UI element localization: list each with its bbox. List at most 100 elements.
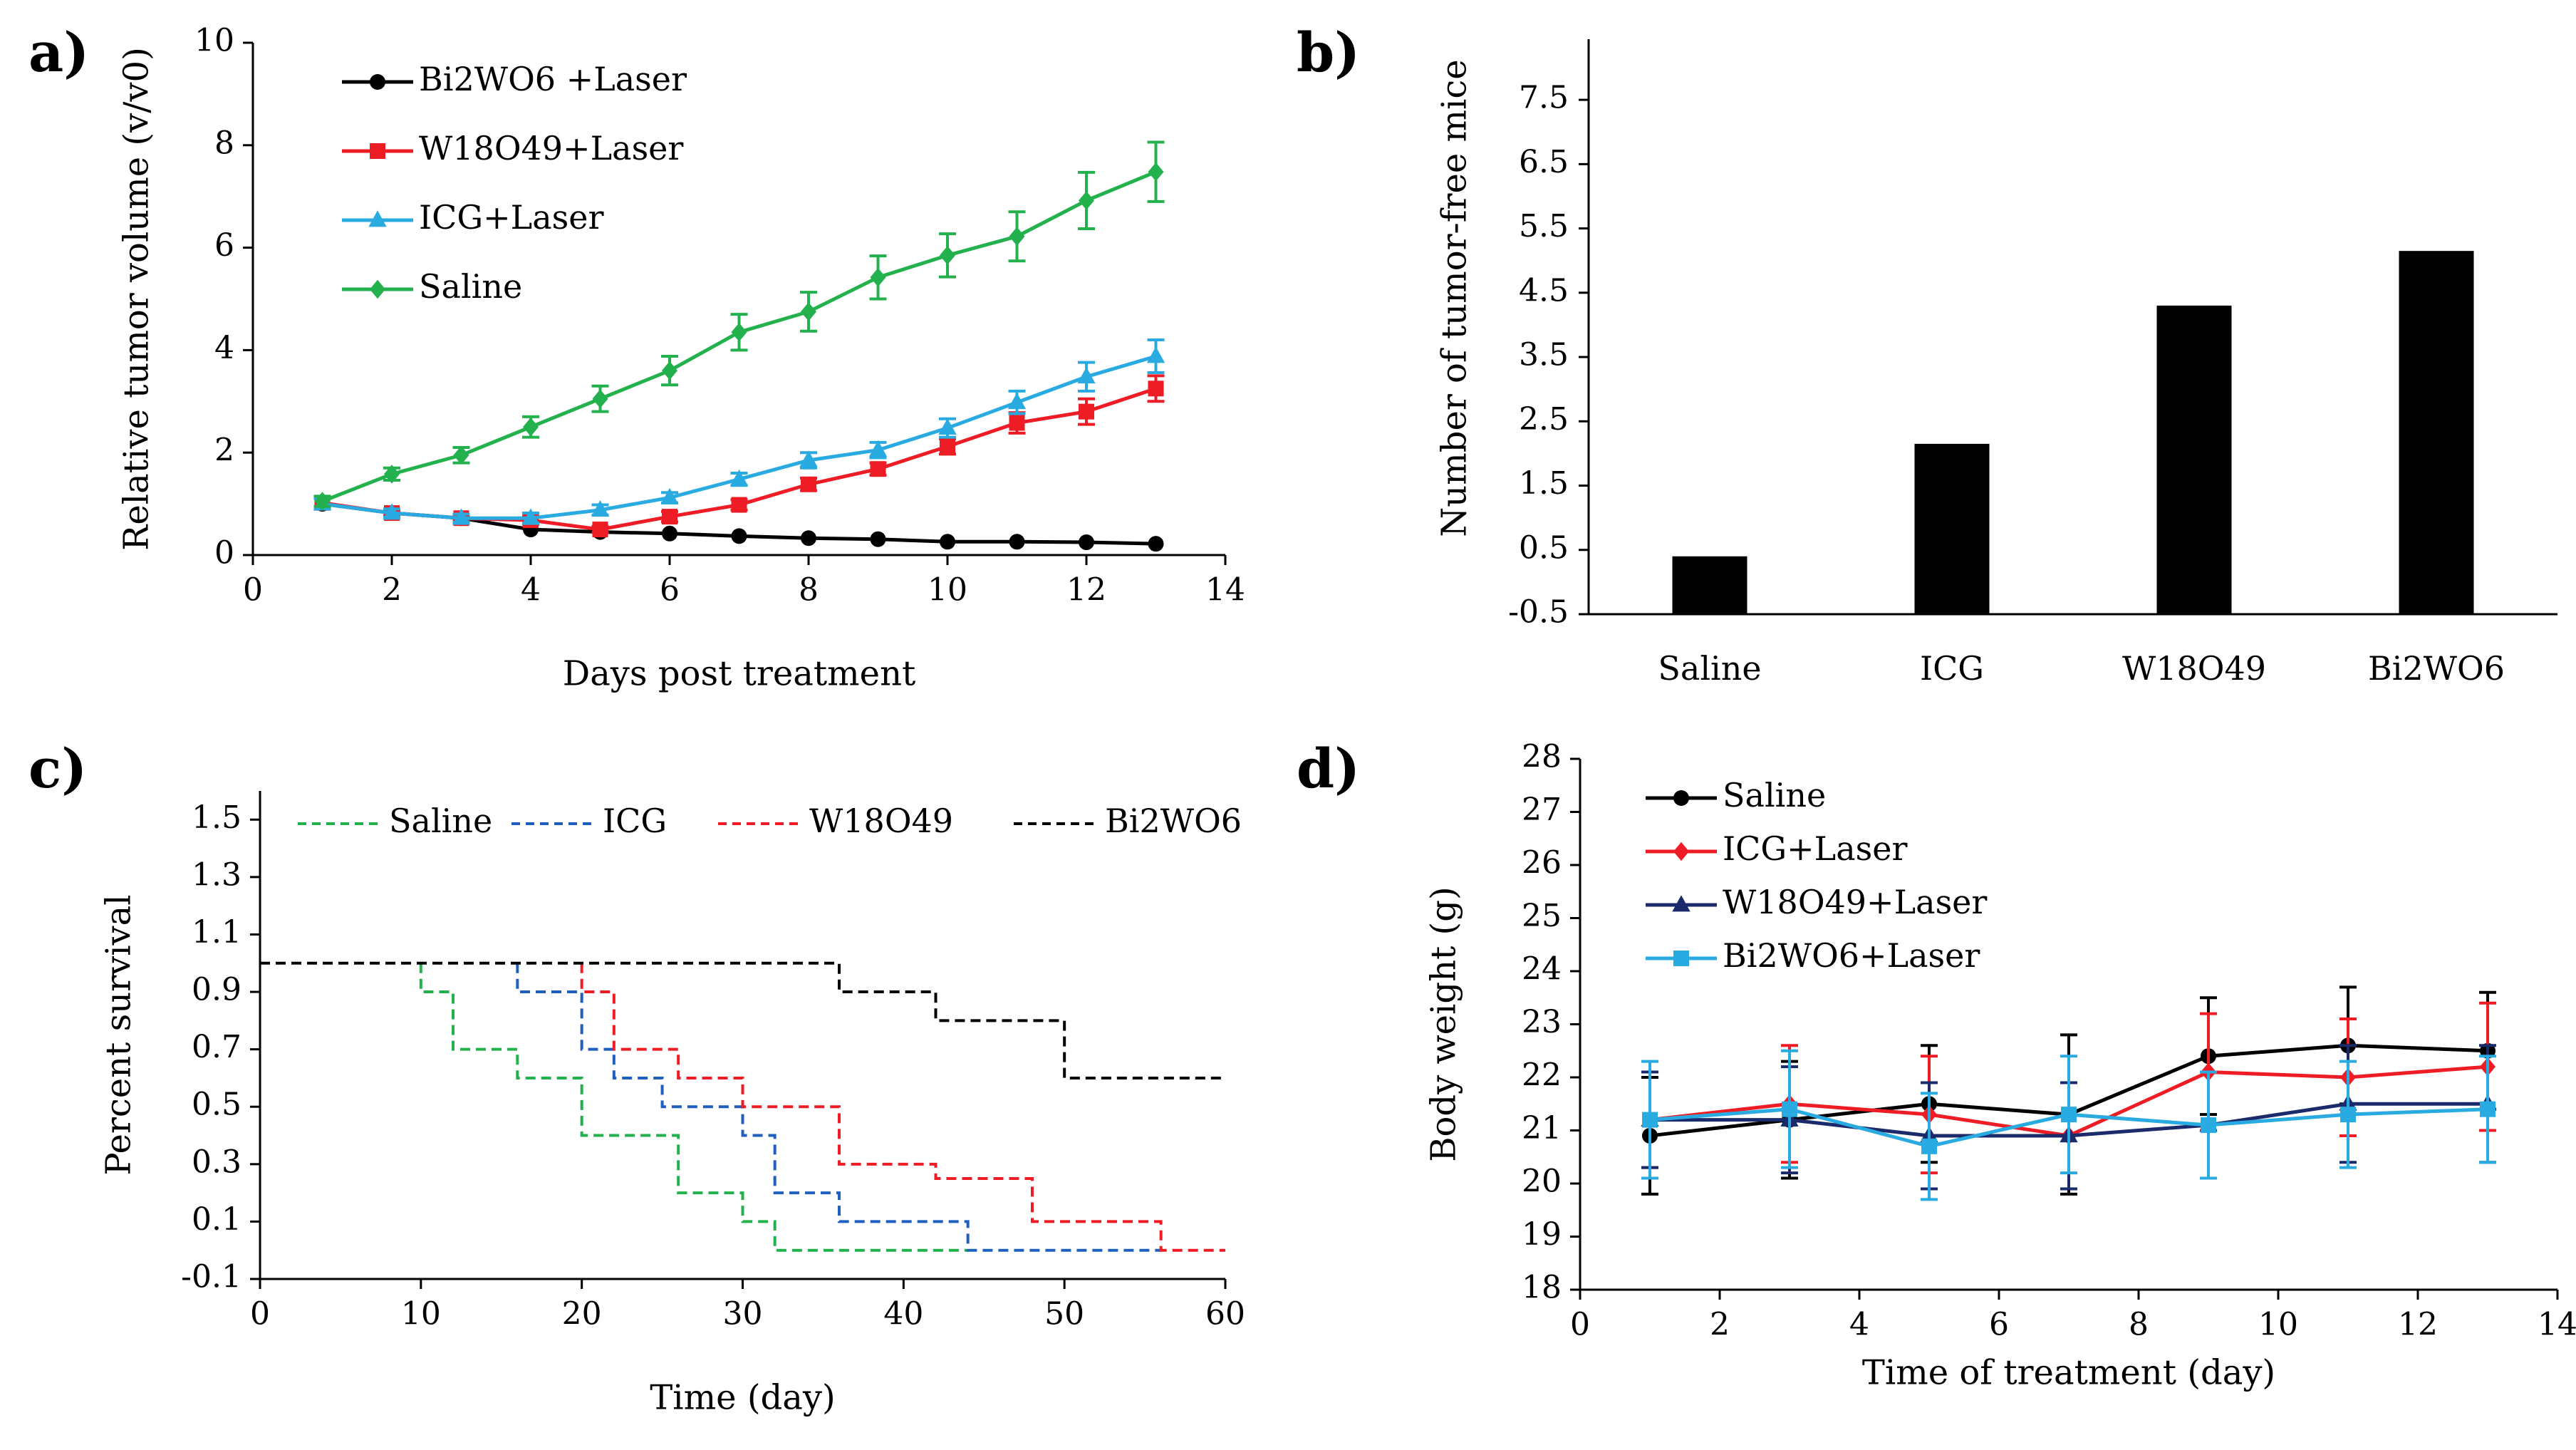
data-point-3-10	[1009, 227, 1025, 246]
y-tick-label: 0.9	[192, 972, 242, 1008]
data-point-2-11	[1077, 367, 1096, 384]
data-point-3-7	[801, 302, 816, 321]
data-point-3-5	[662, 361, 677, 380]
data-point-3-12	[1148, 162, 1164, 182]
x-axis-title: Time (day)	[650, 1378, 835, 1418]
data-point-2-2	[452, 508, 471, 525]
x-category-label: Bi2WO6	[2368, 649, 2505, 688]
x-tick-label: 12	[2398, 1307, 2438, 1343]
x-category-label: ICG	[1920, 649, 1984, 688]
y-tick-label: 22	[1522, 1057, 1562, 1094]
data-point-1-10	[1009, 415, 1025, 431]
y-tick-label: 6.5	[1519, 144, 1569, 180]
x-tick-label: 0	[243, 572, 263, 609]
y-tick-label: 8	[214, 125, 234, 161]
legend-marker-1	[1673, 841, 1689, 861]
x-tick-label: 0	[1570, 1307, 1590, 1343]
y-tick-label: 7.5	[1519, 80, 1569, 116]
x-tick-label: 0	[250, 1296, 270, 1332]
data-point-2-7	[799, 450, 818, 467]
data-point-2-8	[868, 440, 888, 457]
data-point-3-3	[2061, 1107, 2077, 1123]
data-point-1-9	[940, 438, 955, 455]
x-category-label: Saline	[1658, 649, 1761, 688]
y-tick-label: 18	[1522, 1270, 1562, 1306]
data-point-1-7	[801, 476, 816, 492]
data-point-1-5	[662, 509, 677, 525]
data-point-3-11	[1079, 191, 1094, 210]
data-point-1-6	[731, 497, 747, 513]
legend-label-2: W18O49	[809, 802, 953, 840]
y-axis-title: Relative tumor volume (v/v0)	[117, 47, 157, 551]
x-tick-label: 4	[1849, 1307, 1869, 1343]
x-tick-label: 30	[723, 1296, 763, 1332]
legend-label-3: Bi2WO6+Laser	[1723, 936, 1980, 975]
x-tick-label: 8	[2129, 1307, 2149, 1343]
y-tick-label: -0.5	[1508, 594, 1569, 631]
legend-marker-3	[370, 279, 385, 299]
legend-marker-3	[1673, 951, 1689, 966]
y-tick-label: 4.5	[1519, 272, 1569, 309]
data-point-2-9	[938, 418, 957, 435]
x-tick-label: 6	[1989, 1307, 2009, 1343]
y-tick-label: 2	[214, 433, 234, 469]
y-tick-label: 0.5	[192, 1087, 242, 1123]
data-point-0-12	[1148, 536, 1164, 552]
series-line-0	[419, 963, 968, 1252]
bar-0	[1672, 556, 1747, 614]
data-point-1-4	[592, 522, 608, 538]
y-tick-label: 0	[214, 535, 234, 571]
data-point-3-1	[1782, 1101, 1797, 1117]
legend-marker-0	[370, 74, 385, 90]
data-point-3-4	[592, 389, 608, 408]
panel-label: a)	[28, 21, 89, 84]
x-category-label: W18O49	[2122, 649, 2266, 688]
data-point-1-11	[1079, 403, 1094, 420]
y-axis-title: Number of tumor-free mice	[1435, 59, 1475, 537]
legend-label-2: ICG+Laser	[419, 198, 603, 237]
x-tick-label: 2	[1710, 1307, 1730, 1343]
legend-label-3: Bi2WO6	[1105, 802, 1242, 840]
data-point-0-6	[731, 528, 747, 544]
data-point-0-10	[1009, 534, 1025, 550]
data-point-2-5	[660, 487, 679, 504]
y-tick-label: 24	[1522, 951, 1562, 988]
data-point-3-0	[1642, 1112, 1658, 1128]
data-point-1-8	[870, 461, 886, 477]
y-tick-label: 20	[1522, 1164, 1562, 1200]
data-point-2-10	[1007, 392, 1027, 410]
y-tick-label: 3.5	[1519, 337, 1569, 373]
y-axis-title: Percent survival	[99, 894, 139, 1175]
legend-marker-2	[368, 210, 387, 227]
y-tick-label: 0.5	[1519, 529, 1569, 566]
panel-label: b)	[1297, 21, 1360, 84]
legend-label-2: W18O49+Laser	[1723, 883, 1987, 921]
legend-label-1: W18O49+Laser	[419, 129, 683, 167]
series-line-2	[322, 354, 1157, 520]
data-point-2-12	[1146, 346, 1165, 363]
x-tick-label: 6	[660, 572, 680, 609]
series-line-2	[580, 963, 1225, 1252]
y-tick-label: 27	[1522, 792, 1562, 828]
y-tick-label: 1.3	[192, 856, 242, 893]
data-point-0-5	[662, 525, 677, 542]
data-point-3-4	[2201, 1117, 2216, 1134]
legend-label-1: ICG+Laser	[1723, 829, 1907, 868]
y-tick-label: 19	[1522, 1216, 1562, 1253]
x-tick-label: 20	[562, 1296, 602, 1332]
x-tick-label: 10	[401, 1296, 441, 1332]
legend-marker-2	[1672, 895, 1690, 912]
y-tick-label: 0.1	[192, 1201, 242, 1238]
y-tick-label: 25	[1522, 898, 1562, 934]
legend-label-0: Saline	[389, 802, 492, 840]
y-tick-label: 6	[214, 227, 234, 264]
data-point-2-6	[729, 469, 749, 486]
legend-label-3: Saline	[419, 267, 522, 306]
data-point-0-11	[1079, 534, 1094, 551]
x-tick-label: 40	[883, 1296, 923, 1332]
x-tick-label: 10	[2258, 1307, 2298, 1343]
bar-2	[2156, 305, 2232, 614]
legend-marker-1	[370, 143, 385, 159]
data-point-3-1	[384, 465, 400, 484]
data-point-2-1	[383, 503, 401, 520]
